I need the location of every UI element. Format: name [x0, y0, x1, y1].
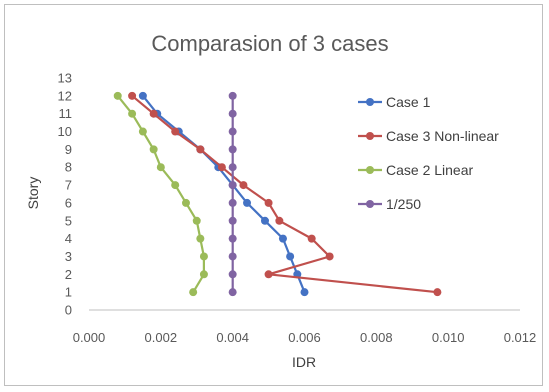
y-tick-label: 13: [58, 71, 72, 86]
legend-label: 1/250: [386, 196, 421, 212]
series-line: [131, 94, 438, 294]
y-tick-label: 8: [65, 160, 72, 175]
chart-container: [4, 4, 543, 386]
x-tick-label: 0.006: [288, 330, 321, 345]
legend-marker: [366, 166, 374, 174]
y-tick-label: 5: [65, 213, 72, 228]
y-tick-label: 3: [65, 249, 72, 264]
x-tick-label: 0.000: [73, 330, 106, 345]
data-point: [228, 252, 237, 261]
data-point: [278, 234, 287, 243]
y-tick-label: 10: [58, 124, 72, 139]
y-tick-label: 9: [65, 142, 72, 157]
data-point: [199, 252, 208, 261]
data-point: [192, 216, 201, 225]
data-point: [243, 198, 252, 207]
data-point: [171, 181, 180, 190]
series-line: [116, 95, 205, 293]
data-point: [228, 181, 237, 190]
data-point: [228, 216, 237, 225]
data-point: [228, 198, 237, 207]
y-tick-label: 11: [59, 106, 73, 121]
data-point: [260, 216, 269, 225]
legend-item: Case 3 Non-linear: [358, 128, 499, 144]
data-point: [138, 91, 147, 100]
data-point: [128, 109, 137, 118]
data-point: [228, 288, 237, 297]
series-group: [113, 91, 442, 297]
legend: Case 1 Case 3 Non-linear Case 2 Linear 1/25…: [358, 94, 499, 212]
y-axis-title: Story: [25, 177, 41, 210]
data-point: [199, 270, 208, 279]
data-point: [228, 127, 237, 136]
y-tick-label: 2: [65, 267, 72, 282]
legend-item: Case 1: [358, 94, 431, 110]
data-point: [149, 145, 158, 154]
data-point: [149, 109, 158, 118]
data-point: [228, 234, 237, 243]
y-tick-label: 12: [58, 88, 72, 103]
data-point: [138, 127, 147, 136]
data-point: [228, 91, 237, 100]
legend-item: Case 2 Linear: [358, 162, 474, 178]
y-tick-label: 1: [65, 285, 72, 300]
y-tick-label: 4: [65, 231, 72, 246]
y-tick-label: 7: [65, 178, 72, 193]
data-point: [300, 288, 309, 297]
data-point: [196, 145, 205, 154]
data-point: [113, 91, 122, 100]
x-axis-title: IDR: [292, 354, 316, 370]
legend-marker: [366, 98, 374, 106]
data-point: [156, 163, 165, 172]
series-2: [128, 91, 442, 297]
x-tick-label: 0.004: [216, 330, 249, 345]
data-point: [217, 163, 226, 172]
data-point: [228, 270, 237, 279]
x-axis-ticks: 0.000 0.002 0.004 0.006 0.008 0.010 0.012: [73, 330, 537, 345]
data-point: [264, 198, 273, 207]
legend-item: 1/250: [358, 196, 421, 212]
data-point: [325, 252, 334, 261]
data-point: [433, 288, 442, 297]
data-point: [228, 163, 237, 172]
data-point: [189, 288, 198, 297]
legend-label: Case 3 Non-linear: [386, 128, 499, 144]
chart-title: Comparasion of 3 cases: [151, 31, 388, 56]
x-tick-label: 0.012: [504, 330, 537, 345]
legend-marker: [366, 200, 374, 208]
x-tick-label: 0.008: [360, 330, 393, 345]
data-point: [307, 234, 316, 243]
legend-marker: [366, 132, 374, 140]
data-point: [171, 127, 180, 136]
series-4: [228, 91, 237, 297]
legend-label: Case 2 Linear: [386, 162, 474, 178]
data-point: [196, 234, 205, 243]
legend-label: Case 1: [386, 94, 431, 110]
data-point: [264, 270, 273, 279]
y-tick-label: 6: [65, 195, 72, 210]
data-point: [228, 109, 237, 118]
series-3: [113, 91, 208, 297]
data-point: [128, 91, 137, 100]
data-point: [275, 216, 284, 225]
data-point: [228, 145, 237, 154]
data-point: [181, 198, 190, 207]
data-point: [286, 252, 295, 261]
x-tick-label: 0.010: [432, 330, 465, 345]
data-point: [239, 181, 248, 190]
y-tick-label: 0: [65, 303, 72, 318]
x-tick-label: 0.002: [145, 330, 178, 345]
